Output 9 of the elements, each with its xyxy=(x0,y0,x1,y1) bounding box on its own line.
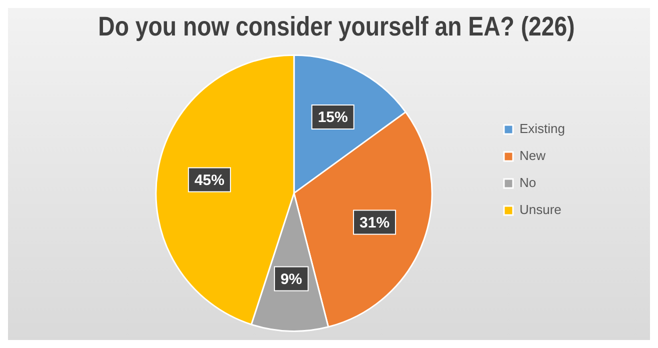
data-label: 9% xyxy=(280,270,302,288)
legend-label: New xyxy=(519,148,546,164)
legend-label: No xyxy=(519,175,536,190)
legend-label: Existing xyxy=(519,121,566,136)
data-label: 31% xyxy=(360,214,390,232)
data-label: 15% xyxy=(318,109,348,126)
legend-label: Unsure xyxy=(519,202,562,218)
chart-title: Do you now consider yourself an EA? (226) xyxy=(98,12,575,42)
data-label: 45% xyxy=(194,172,224,189)
